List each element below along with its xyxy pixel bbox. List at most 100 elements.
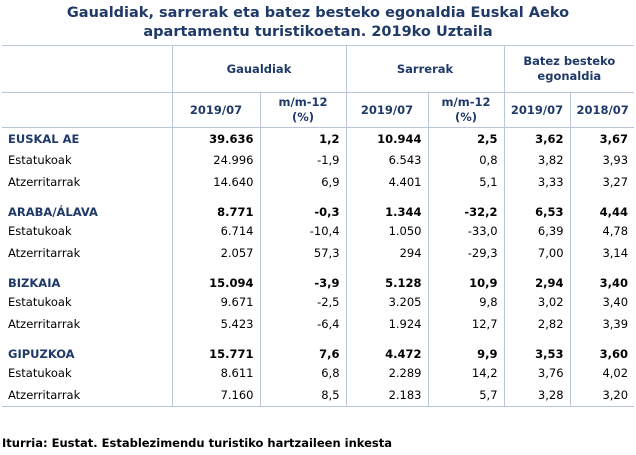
value-cell: 3,28	[504, 384, 571, 407]
table-row: Atzerritarrak 14.640 6,9 4.401 5,1 3,33 3,27	[2, 171, 634, 193]
value-cell: 9,8	[428, 291, 505, 313]
value-cell: 39.636	[172, 127, 261, 150]
value-cell: 0,8	[428, 149, 505, 171]
value-cell: -6,4	[260, 313, 347, 335]
row-label: Atzerritarrak	[2, 242, 173, 264]
title-line-1: Gaualdiak, sarrerak eta batez besteko eg…	[66, 5, 570, 21]
source-note: Iturria: Eustat. Establezimendu turistik…	[2, 436, 393, 450]
value-cell: 3,76	[504, 362, 571, 384]
value-cell: 14,2	[428, 362, 505, 384]
row-label: BIZKAIA	[2, 263, 173, 292]
row-label: Estatukoak	[2, 149, 173, 171]
value-cell: 9,9	[428, 334, 505, 363]
table-row: Atzerritarrak 5.423 -6,4 1.924 12,7 2,82 3,39	[2, 313, 634, 335]
table-row: Estatukoak 24.996 -1,9 6.543 0,8 3,82 3,93	[2, 149, 634, 171]
value-cell: 8,5	[260, 384, 347, 407]
value-cell: 3,39	[602, 316, 629, 331]
value-cell: 1.344	[346, 192, 429, 221]
value-cell: 3,33	[504, 171, 571, 193]
value-cell: 5.423	[172, 313, 261, 335]
value-cell: 294	[346, 242, 429, 264]
value-cell: 4,02	[602, 366, 629, 381]
value-cell: 6,9	[260, 171, 347, 193]
value-cell: 7,6	[260, 334, 347, 363]
value-cell: 2,94	[504, 263, 571, 292]
sub-header-row: 2019/07 m/m-12 (%) 2019/07 m/m-12 (%) 20…	[2, 92, 635, 128]
value-cell: 4,44	[599, 204, 629, 219]
value-cell: -3,9	[260, 263, 347, 292]
value-cell: -2,5	[260, 291, 347, 313]
value-cell: 7.160	[172, 384, 261, 407]
group-header-gaualdiak: Gaualdiak	[172, 45, 347, 93]
value-cell: 3,20	[570, 384, 635, 407]
table-row: Estatukoak 6.714 -10,4 1.050 -33,0 6,39 4,78	[2, 220, 634, 242]
table-row: Estatukoak 8.611 6,8 2.289 14,2 3,76 4,02	[2, 362, 634, 384]
value-cell: 3,93	[602, 153, 629, 168]
value-cell: 1.050	[346, 220, 429, 242]
value-cell: 12,7	[428, 313, 505, 335]
value-cell: 3,82	[504, 149, 571, 171]
row-label: GIPUZKOA	[2, 334, 173, 363]
value-cell: 2.289	[346, 362, 429, 384]
row-label: Atzerritarrak	[2, 313, 173, 335]
table-row: Atzerritarrak 2.057 57,3 294 -29,3 7,00 3,14	[2, 242, 634, 264]
value-cell: -32,2	[428, 192, 505, 221]
value-cell: 6,53	[504, 192, 571, 221]
subheader-cell: 2019/07	[172, 92, 261, 128]
row-label: Estatukoak	[2, 362, 173, 384]
title-line-2: apartamentu turistikoetan. 2019ko Uztail…	[143, 24, 493, 40]
value-cell: 15.771	[172, 334, 261, 363]
value-cell: -1,9	[260, 149, 347, 171]
table-row: Estatukoak 9.671 -2,5 3.205 9,8 3,02 3,40	[2, 291, 634, 313]
row-label: EUSKAL AE	[2, 127, 173, 150]
value-cell: 3,27	[602, 174, 629, 189]
group-header-row: Gaualdiak Sarrerak Batez besteko egonald…	[2, 45, 635, 93]
subheader-cell: 2018/07	[570, 92, 635, 128]
statistics-table: Gaualdiak Sarrerak Batez besteko egonald…	[2, 45, 635, 407]
value-cell: 6.714	[172, 220, 261, 242]
value-cell: 5,7	[428, 384, 505, 407]
value-cell: 9.671	[172, 291, 261, 313]
value-cell: 5.128	[346, 263, 429, 292]
row-label: Atzerritarrak	[2, 171, 173, 193]
value-cell: -0,3	[260, 192, 347, 221]
value-cell: 3.205	[346, 291, 429, 313]
row-label: ARABA/ÁLAVA	[2, 192, 173, 221]
value-cell: 3,53	[504, 334, 571, 363]
value-cell: 3,14	[602, 245, 629, 260]
table-title: Gaualdiak, sarrerak eta batez besteko eg…	[0, 4, 636, 42]
value-cell: 10,9	[428, 263, 505, 292]
value-cell: 15.094	[172, 263, 261, 292]
value-cell: 10.944	[346, 127, 429, 150]
value-cell: 8.771	[172, 192, 261, 221]
value-cell: 4.472	[346, 334, 429, 363]
value-cell: 2,82	[504, 313, 571, 335]
value-cell: -29,3	[428, 242, 505, 264]
region-row: EUSKAL AE 39.636 1,2 10.944 2,5 3,62 3,67	[2, 127, 634, 150]
value-cell: -10,4	[260, 220, 347, 242]
row-label: Estatukoak	[2, 220, 173, 242]
value-cell: 3,40	[602, 295, 629, 310]
value-cell: 57,3	[260, 242, 347, 264]
value-cell: 6,8	[260, 362, 347, 384]
value-cell: -33,0	[428, 220, 505, 242]
value-cell: 8.611	[172, 362, 261, 384]
value-cell: 6.543	[346, 149, 429, 171]
value-cell: 5,1	[428, 171, 505, 193]
value-cell: 1.924	[346, 313, 429, 335]
group-header-egonaldia: Batez besteko egonaldia	[504, 45, 635, 93]
value-cell: 2,5	[428, 127, 505, 150]
value-cell: 3,60	[599, 346, 629, 361]
value-cell: 2.183	[346, 384, 429, 407]
subheader-cell: m/m-12 (%)	[260, 92, 347, 128]
region-row: BIZKAIA 15.094 -3,9 5.128 10,9 2,94 3,40	[2, 263, 634, 292]
value-cell: 3,40	[599, 275, 629, 290]
value-cell: 4,78	[602, 224, 629, 239]
value-cell: 3,62	[504, 127, 571, 150]
subheader-cell: 2019/07	[504, 92, 571, 128]
subheader-cell: 2019/07	[346, 92, 429, 128]
value-cell: 6,39	[504, 220, 571, 242]
group-header-sarrerak: Sarrerak	[346, 45, 505, 93]
value-cell: 14.640	[172, 171, 261, 193]
region-row: ARABA/ÁLAVA 8.771 -0,3 1.344 -32,2 6,53 4,44	[2, 192, 634, 221]
